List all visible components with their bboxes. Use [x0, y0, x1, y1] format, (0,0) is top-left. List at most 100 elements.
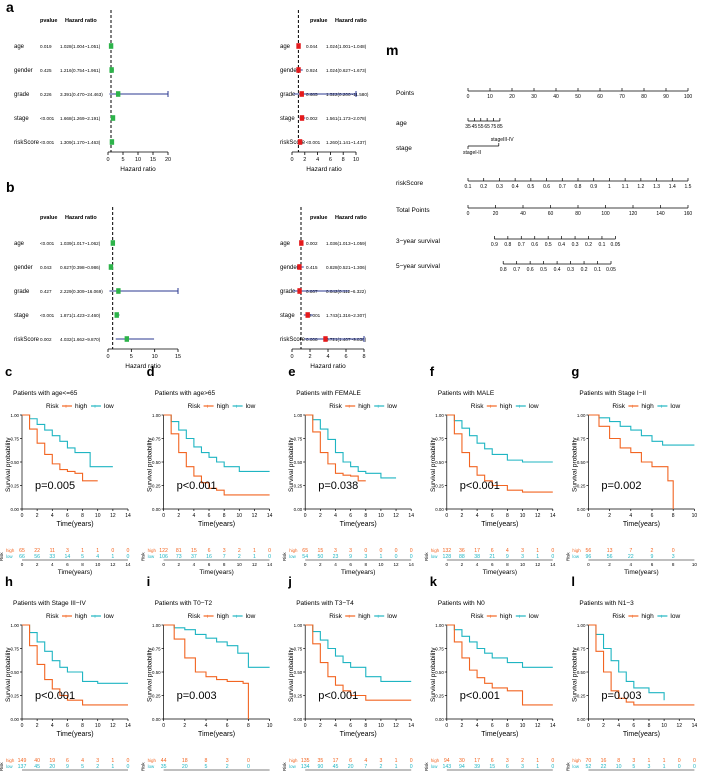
km-risk-low-count: 45 [333, 764, 339, 770]
nomogram-tick-label: 120 [629, 211, 638, 217]
km-risk-row-high: high [148, 758, 157, 763]
nomogram-tick-label: stageIII-IV [491, 137, 514, 143]
km-risk-high-count: 17 [474, 758, 480, 764]
nomogram-tick-label: 50 [575, 94, 581, 100]
km-ytick-label: 0.50 [294, 670, 303, 675]
km-risk-xtick-label: 0 [304, 562, 307, 567]
km-risk-low-count: 0 [410, 764, 413, 770]
km-legend-high: high [358, 403, 371, 410]
km-risk-row-high: high [6, 758, 15, 763]
forest-tick-label: 20 [165, 157, 171, 163]
km-xtick-label: 14 [408, 723, 414, 729]
nomogram-tick-label: 1 [608, 184, 611, 190]
km-risk-high-count: 18 [182, 758, 188, 764]
km-ylabel: Survival probability [147, 437, 154, 492]
km-risk-low-count: 1 [536, 554, 539, 560]
forest-hr-text: 1.743(1.316~2.307) [326, 313, 367, 318]
km-legend-high: high [500, 403, 513, 410]
km-risk-row-high: high [6, 548, 15, 553]
forest-pvalue: 0.427 [40, 289, 52, 294]
km-risk-xlabel: Time(years) [624, 569, 658, 576]
km-ytick-label: 0.00 [152, 717, 161, 722]
km-risk-row-low: low [148, 554, 155, 559]
km-legend-high: high [217, 613, 230, 620]
nomogram-tick-label: 60 [597, 94, 603, 100]
forest-var-label: riskScore [280, 337, 306, 343]
km-legend-title: Risk [329, 613, 342, 620]
forest-tick-label: 0 [106, 157, 109, 163]
km-curve-low [446, 414, 553, 463]
km-risk-low-count: 0 [551, 764, 554, 770]
km-risk-high-count: 1 [111, 758, 114, 764]
km-risk-low-count: 22 [628, 554, 634, 560]
km-risk-label: Risk [282, 762, 287, 771]
km-xtick-label: 10 [378, 513, 384, 519]
km-xtick-label: 6 [491, 513, 494, 519]
km-risk-high-count: 2 [521, 758, 524, 764]
forest-point [299, 115, 305, 121]
km-risk-low-count: 20 [182, 764, 188, 770]
km-ytick-label: 0.00 [10, 717, 19, 722]
km-risk-row-low: low [572, 764, 579, 769]
nomogram-tick-label: 30 [531, 94, 537, 100]
km-risk-high-count: 3 [349, 548, 352, 554]
nomogram-row-label: age [396, 120, 407, 127]
km-risk-xtick-label: 2 [608, 562, 611, 567]
panel-label-b: b [6, 179, 15, 195]
km-risk-xtick-label: 0 [21, 562, 24, 567]
km-legend-low-marker: + [235, 405, 239, 411]
km-risk-xtick-label: 4 [334, 562, 337, 567]
nomogram-row: riskScore 0.1 0.2 0.3 0.4 0.5 0.6 0.7 0.8 0.9 1 1.1… [396, 178, 692, 190]
km-risk-low-count: 4 [96, 554, 99, 560]
km-risk-xtick-label: 4 [51, 562, 54, 567]
km-risk-label: Risk [565, 552, 570, 561]
km-risk-low-count: 1 [663, 764, 666, 770]
km-xtick-label: 2 [319, 723, 322, 729]
forest-var-label: stage [14, 116, 29, 122]
km-legend-high: high [75, 613, 88, 620]
km-curve-high [446, 414, 553, 493]
forest-var-label: grade [280, 92, 296, 98]
forest-tick-label: 10 [152, 354, 158, 360]
km-xtick-label: 8 [223, 513, 226, 519]
km-risk-label: Risk [424, 762, 429, 771]
km-risk-xtick-label: 8 [672, 562, 675, 567]
km-xtick-label: 14 [267, 513, 273, 519]
forest-pvalue: 0.415 [306, 265, 318, 270]
km-panel-f: f Patients with MALE Risk + high + low Survival… [424, 364, 556, 576]
km-risk-xtick-label: 10 [95, 562, 101, 567]
km-risk-row-low: low [6, 554, 13, 559]
forest-hr-text: 0.828(0.521~1.306) [326, 265, 367, 270]
km-risk-row-low: low [431, 764, 438, 769]
forest-a-right: pvalue Hazard ratio age 0.044 1.024(1.001~1.… [280, 10, 369, 173]
km-ytick-label: 1.00 [294, 623, 303, 628]
forest-header-pvalue: pvalue [40, 215, 57, 221]
nomogram-tick-label: 0.7 [559, 184, 566, 190]
nomogram-tick-label: 0.7 [513, 267, 520, 273]
km-title: Patients with N1−3 [579, 600, 634, 607]
km-risk-low-count: 0 [410, 554, 413, 560]
km-risk-low-count: 1 [253, 554, 256, 560]
km-risk-high-count: 1 [395, 758, 398, 764]
forest-hr-text: 1.024(1.001~1.048) [326, 44, 367, 49]
km-xtick-label: 0 [304, 723, 307, 729]
km-risk-xlabel: Time(years) [199, 569, 233, 576]
forest-point [116, 288, 121, 294]
km-xlabel: Time(years) [340, 731, 377, 738]
nomogram-tick-label: 0.9 [491, 242, 498, 248]
km-risk-high-count: 1 [253, 548, 256, 554]
km-legend-high-marker: + [64, 615, 68, 621]
forest-pvalue: 0.002 [40, 337, 52, 342]
km-ytick-label: 0.75 [435, 436, 444, 441]
km-ytick-label: 0.75 [294, 646, 303, 651]
km-risk-high-count: 70 [586, 758, 592, 764]
km-xtick-label: 4 [476, 513, 479, 519]
nomogram-tick-label: 160 [684, 211, 693, 217]
km-risk-high-count: 35 [317, 758, 323, 764]
km-legend-high-marker: + [347, 615, 351, 621]
forest-tick-label: 0 [290, 354, 293, 360]
nomogram-tick-label: 65 [484, 124, 490, 130]
forest-tick-label: 8 [342, 157, 345, 163]
forest-var-label: stage [14, 313, 29, 319]
km-risk-low-count: 6 [506, 764, 509, 770]
